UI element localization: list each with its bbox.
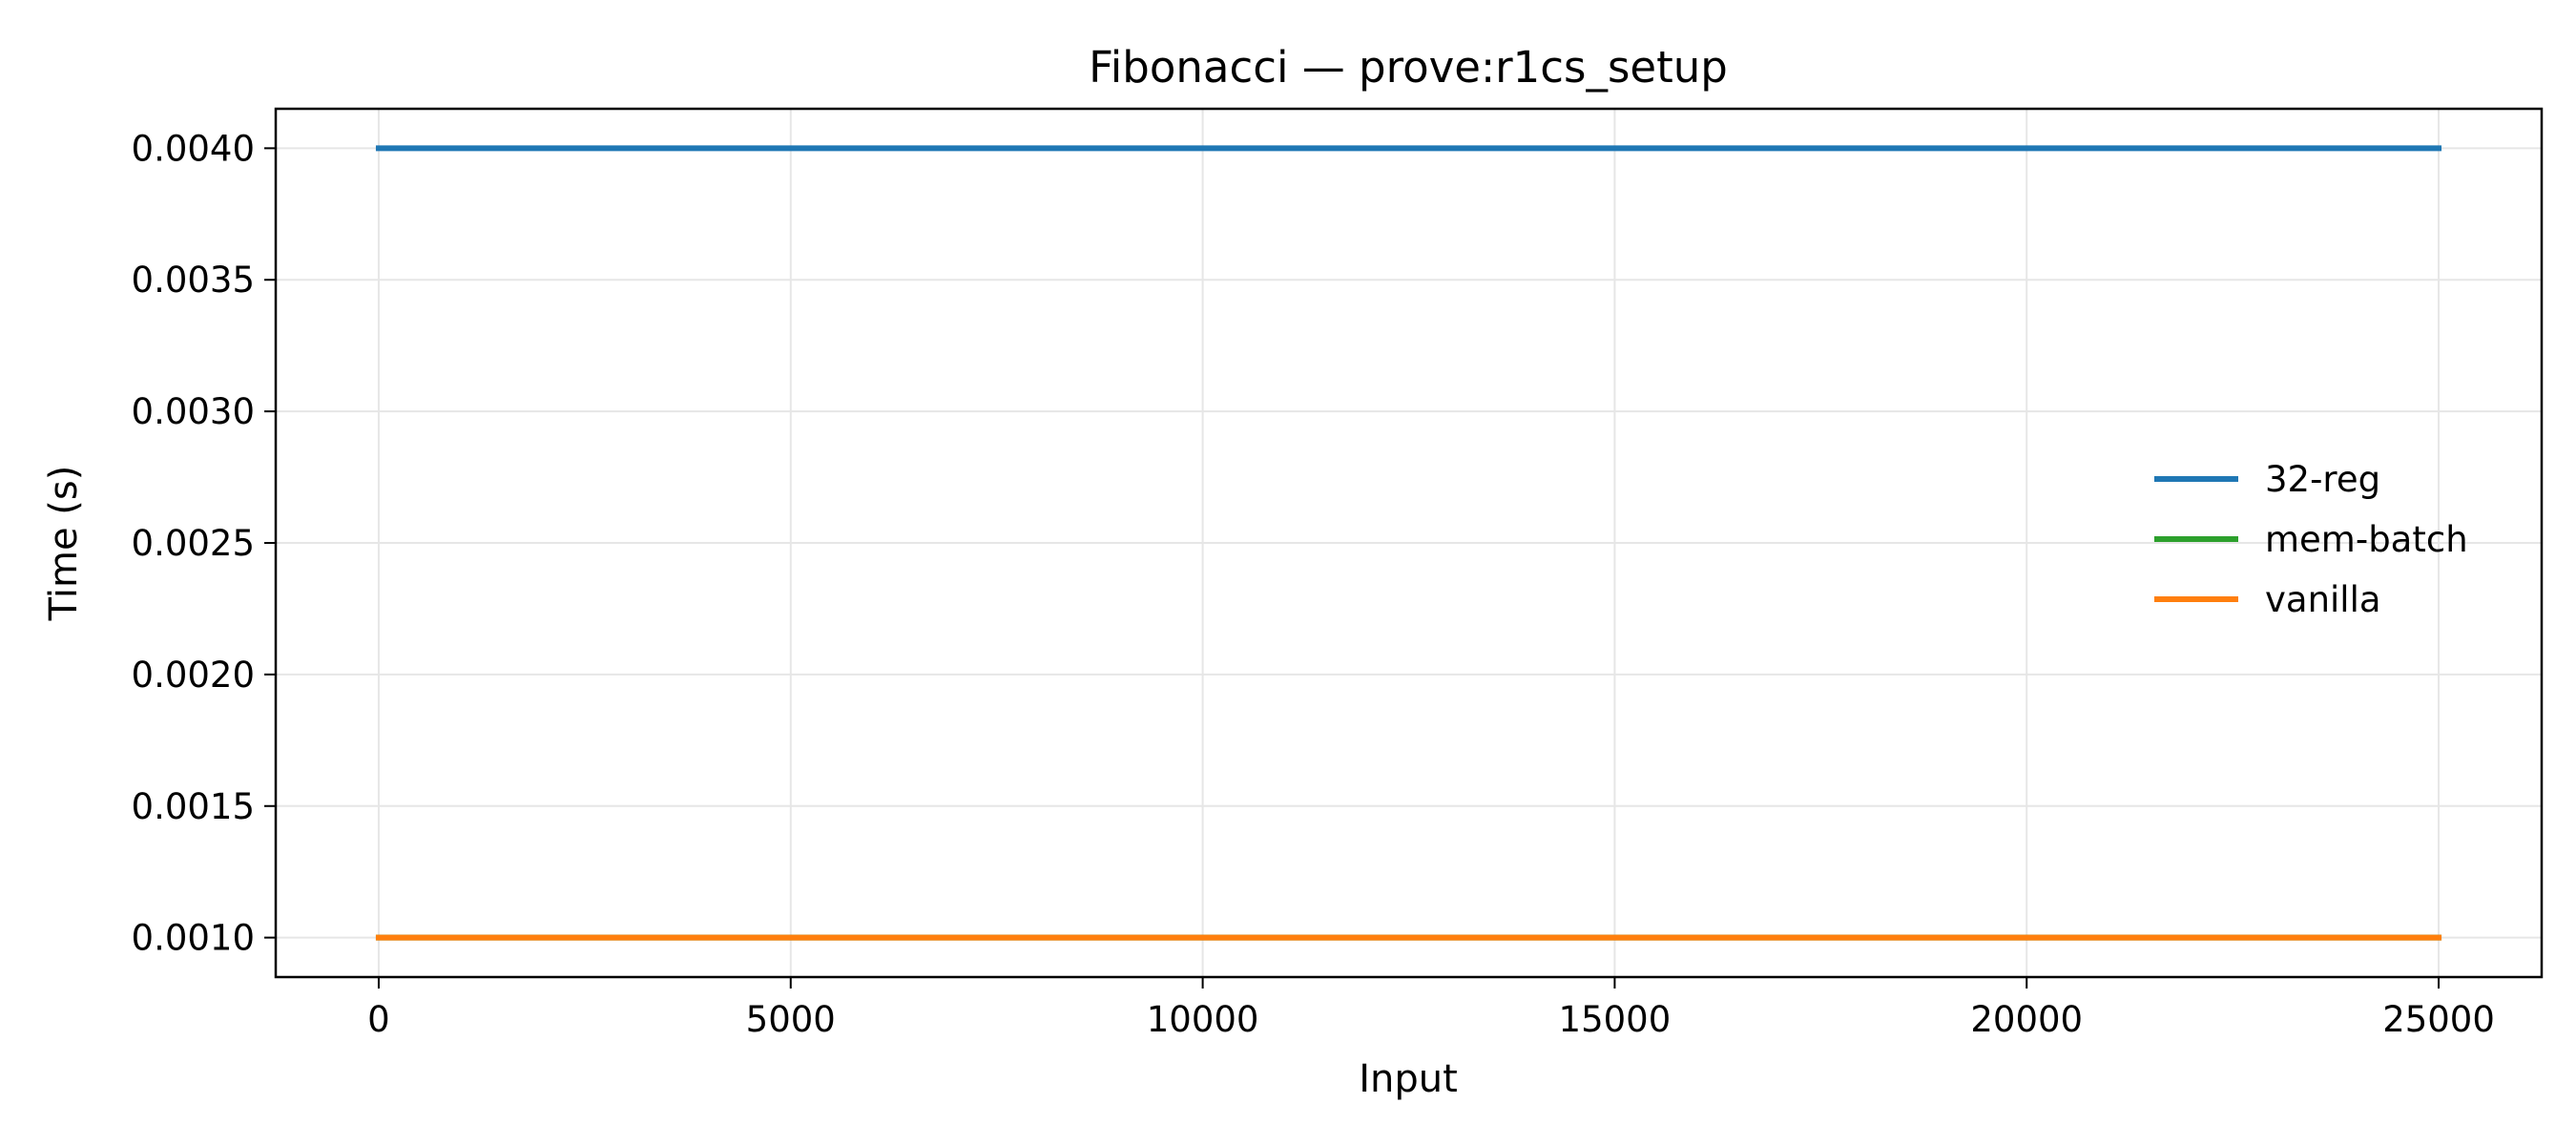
x-axis: 0 5000 10000 15000 20000 25000 <box>367 977 2495 1040</box>
legend-label-32-reg: 32-reg <box>2265 459 2380 500</box>
x-tick-label: 5000 <box>746 999 836 1040</box>
x-tick-label: 20000 <box>1970 999 2083 1040</box>
y-tick-label: 0.0020 <box>132 655 255 696</box>
y-axis-label: Time (s) <box>42 466 86 622</box>
x-tick-label: 15000 <box>1559 999 1672 1040</box>
x-tick-label: 0 <box>367 999 390 1040</box>
series-group <box>375 145 2442 941</box>
chart-title: Fibonacci — prove:r1cs_setup <box>1089 42 1728 93</box>
x-tick-label: 10000 <box>1147 999 1259 1040</box>
y-tick-label: 0.0010 <box>132 918 255 959</box>
legend: 32-reg mem-batch vanilla <box>2154 459 2468 620</box>
y-tick-label: 0.0025 <box>132 523 255 564</box>
y-tick-label: 0.0035 <box>132 260 255 301</box>
y-tick-label: 0.0030 <box>132 391 255 432</box>
legend-label-vanilla: vanilla <box>2265 579 2381 620</box>
x-tick-label: 25000 <box>2382 999 2495 1040</box>
x-axis-label: Input <box>1359 1057 1458 1101</box>
grid <box>276 109 2542 977</box>
legend-label-mem-batch: mem-batch <box>2265 519 2468 560</box>
y-tick-label: 0.0040 <box>132 128 255 169</box>
y-tick-label: 0.0015 <box>132 786 255 827</box>
y-axis: 0.0010 0.0015 0.0020 0.0025 0.0030 0.0035 0.00… <box>132 128 276 959</box>
